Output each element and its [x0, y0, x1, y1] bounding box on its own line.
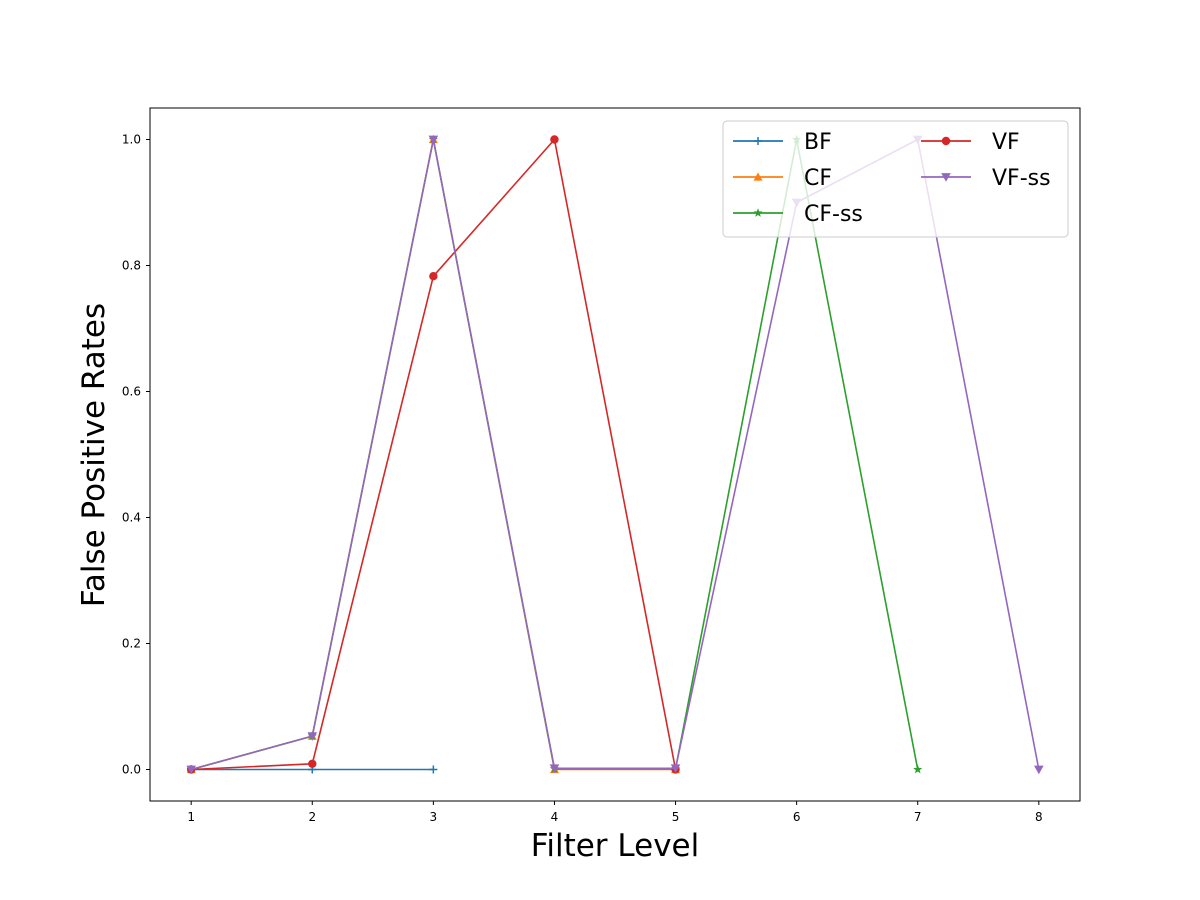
data-point [670, 764, 681, 774]
legend-item-bf: BF [733, 130, 832, 155]
x-tick-label: 2 [308, 810, 316, 824]
data-point [549, 764, 560, 774]
data-point [429, 272, 438, 281]
legend-label: VF [992, 130, 1020, 155]
legend-item-vf-ss: VF-ss [921, 166, 1051, 191]
data-point [1034, 765, 1044, 775]
x-tick-label: 8 [1035, 810, 1043, 824]
y-axis-label: False Positive Rates [76, 303, 112, 607]
legend: BF CF CF-ss VF VF-ss [722, 120, 1069, 238]
y-tick-label: 0.0 [122, 763, 141, 777]
legend-label: CF-ss [804, 202, 863, 227]
y-axis: 0.0 0.2 0.4 0.6 0.8 1.0 [122, 133, 150, 777]
data-point [429, 765, 438, 774]
legend-swatch-marker [753, 172, 763, 181]
legend-label: VF-ss [992, 166, 1051, 191]
data-point [428, 135, 439, 145]
y-tick-label: 0.6 [122, 385, 141, 399]
legend-swatch-marker [753, 208, 763, 217]
x-tick-label: 7 [914, 810, 922, 824]
x-axis: 1 2 3 4 5 6 7 8 [187, 801, 1043, 824]
y-tick-label: 0.8 [122, 259, 141, 273]
data-point [913, 764, 923, 774]
legend-item-cf: CF [733, 166, 832, 191]
legend-swatch-marker [941, 136, 951, 146]
legend-label: BF [804, 130, 832, 155]
legend-label: CF [804, 166, 832, 191]
y-tick-label: 0.2 [122, 637, 141, 651]
data-point [186, 765, 196, 775]
legend-swatch-marker [941, 173, 951, 182]
data-point [307, 732, 318, 741]
x-tick-label: 1 [187, 810, 195, 824]
legend-item-cf-ss: CF-ss [733, 202, 863, 227]
y-tick-label: 1.0 [122, 133, 141, 147]
y-tick-label: 0.4 [122, 511, 141, 525]
x-tick-label: 3 [430, 810, 438, 824]
x-axis-label: Filter Level [531, 828, 699, 864]
legend-item-vf: VF [921, 130, 1020, 155]
x-tick-label: 4 [551, 810, 559, 824]
x-tick-label: 5 [672, 810, 680, 824]
data-point [308, 759, 317, 769]
data-point [550, 135, 559, 144]
plot-frame [149, 107, 1081, 802]
legend-swatch-marker [754, 137, 762, 145]
legend-frame [722, 120, 1069, 238]
x-tick-label: 6 [793, 810, 801, 824]
